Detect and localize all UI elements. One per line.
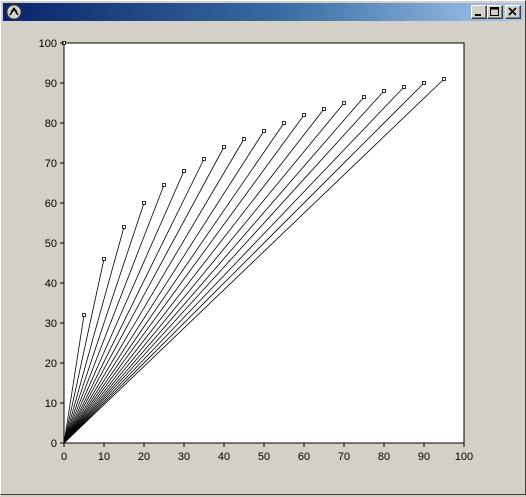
data-point-10-1 <box>262 129 266 133</box>
x-tick-label-7: 70 <box>338 451 350 463</box>
data-point-8-1 <box>222 145 226 149</box>
maximize-button[interactable] <box>487 5 503 19</box>
y-tick-label-0: 0 <box>51 438 57 450</box>
x-tick-label-9: 90 <box>418 451 430 463</box>
series-layer <box>62 41 446 444</box>
data-point-5-1 <box>162 183 166 187</box>
series-line-4 <box>63 202 145 444</box>
y-tick-label-2: 20 <box>45 358 57 370</box>
x-tick-label-6: 60 <box>298 451 310 463</box>
series-line-8 <box>63 146 225 444</box>
data-point-9-1 <box>242 137 246 141</box>
data-point-3-1 <box>122 225 126 229</box>
data-point-14-1 <box>342 101 346 105</box>
x-tick-label-8: 80 <box>378 451 390 463</box>
series-line-10 <box>63 130 265 444</box>
chart: 0 10 20 30 40 50 60 70 80 90 100 0 10 20 30 40 50 60 70 80… <box>39 38 474 463</box>
close-icon <box>508 7 517 16</box>
x-axis: 0 10 20 30 40 50 60 70 80 90 100 <box>61 443 473 463</box>
series-line-17 <box>63 86 405 444</box>
series-line-7 <box>63 158 205 444</box>
y-tick-label-3: 30 <box>45 318 57 330</box>
series-line-18 <box>63 82 425 444</box>
series-line-9 <box>63 138 245 444</box>
series-line-6 <box>63 170 185 444</box>
series-line-16 <box>63 90 385 444</box>
y-axis: 0 10 20 30 40 50 60 70 80 90 100 <box>39 38 64 450</box>
minimize-icon <box>475 14 481 16</box>
data-point-13-1 <box>322 107 326 111</box>
x-tick-label-3: 30 <box>178 451 190 463</box>
app-icon[interactable] <box>6 4 22 20</box>
series-line-15 <box>63 96 365 444</box>
series-line-12 <box>63 114 305 444</box>
series-line-13 <box>63 108 325 444</box>
series-line-14 <box>63 102 345 444</box>
x-tick-label-1: 10 <box>98 451 110 463</box>
chart-area: 0 10 20 30 40 50 60 70 80 90 100 0 10 20 30 40 50 60 70 80… <box>3 23 523 492</box>
minimize-button[interactable] <box>471 5 487 19</box>
maximize-icon <box>490 7 499 16</box>
y-tick-label-4: 40 <box>45 278 57 290</box>
series-line-11 <box>63 122 285 444</box>
x-tick-label-5: 50 <box>258 451 270 463</box>
y-tick-label-7: 70 <box>45 158 57 170</box>
x-tick-label-2: 20 <box>138 451 150 463</box>
title-bar[interactable] <box>3 3 523 21</box>
y-tick-label-8: 80 <box>45 118 57 130</box>
series-line-19 <box>63 78 445 444</box>
y-tick-label-10: 100 <box>39 38 57 50</box>
x-tick-label-4: 40 <box>218 451 230 463</box>
y-tick-label-6: 60 <box>45 198 57 210</box>
y-tick-label-5: 50 <box>45 238 57 250</box>
y-tick-label-9: 90 <box>45 78 57 90</box>
x-tick-label-0: 0 <box>61 451 67 463</box>
series-line-3 <box>63 226 125 444</box>
y-tick-label-1: 10 <box>45 398 57 410</box>
data-point-1-1 <box>82 313 86 317</box>
data-point-16-1 <box>382 89 386 93</box>
data-point-4-1 <box>142 201 146 205</box>
data-point-12-1 <box>302 113 306 117</box>
data-point-18-1 <box>422 81 426 85</box>
data-point-6-1 <box>182 169 186 173</box>
series-line-1 <box>63 314 85 444</box>
close-button[interactable] <box>505 5 521 19</box>
x-tick-label-10: 100 <box>455 451 473 463</box>
data-point-19-1 <box>442 77 446 81</box>
data-point-7-1 <box>202 157 206 161</box>
series-line-5 <box>63 184 165 444</box>
data-point-17-1 <box>402 85 406 89</box>
data-point-15-1 <box>362 95 366 99</box>
data-point-11-1 <box>282 121 286 125</box>
data-point-2-1 <box>102 257 106 261</box>
series-line-2 <box>63 258 105 444</box>
